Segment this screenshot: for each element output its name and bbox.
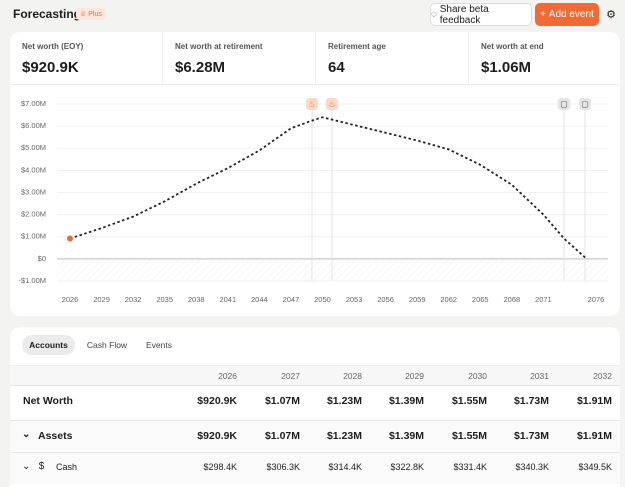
column-header: 2027	[281, 371, 300, 381]
table-cell: $1.55M	[451, 395, 487, 407]
y-tick-label: $7.00M	[21, 99, 46, 108]
line-series	[69, 116, 587, 259]
event-icon: ♨	[308, 100, 315, 109]
y-tick-label: -$1.00M	[18, 276, 46, 285]
y-tick-label: $2.00M	[21, 210, 46, 219]
table-cell: $1.73M	[513, 430, 549, 442]
table-cell: $1.07M	[264, 395, 300, 407]
table-row: ⌄ Assets $920.9K $1.07M $1.23M $1.39M $1.55M $1…	[10, 420, 620, 453]
x-tick-label: 2026	[62, 295, 79, 304]
x-tick-label: 2038	[188, 295, 205, 304]
x-tick-label: 2032	[125, 295, 142, 304]
feedback-text: Share beta feedback	[439, 3, 489, 26]
feedback-button[interactable]: ◌ Share beta feedback	[430, 3, 532, 26]
y-tick-label: $5.00M	[21, 143, 46, 152]
x-tick-label: 2044	[251, 295, 268, 304]
table-cell: $920.9K	[197, 430, 237, 442]
stat: Net worth at retirement $6.28M	[163, 32, 316, 84]
x-tick-label: 2029	[93, 295, 110, 304]
table-cell: $1.39M	[388, 395, 424, 407]
row-toggle: ⌄ $	[22, 461, 45, 472]
y-tick-label: $1.00M	[21, 232, 46, 241]
plus-badge: ♕ Plus	[76, 8, 106, 20]
badge-text: Plus	[88, 11, 102, 18]
x-tick-label: 2065	[472, 295, 489, 304]
table-header: 2026 2027 2028 2029 2030 2031 2032	[10, 365, 620, 386]
tab[interactable]: Cash Flow	[86, 340, 128, 350]
stat-value: $920.9K	[22, 59, 79, 76]
x-tick-label: 2059	[409, 295, 426, 304]
tab[interactable]: Events	[146, 340, 172, 350]
table-cell: $920.9K	[197, 395, 237, 407]
stat-value: $1.06M	[481, 59, 532, 76]
page-title: Forecasting	[13, 7, 82, 21]
x-tick-label: 2071	[535, 295, 552, 304]
x-tick-label: 2076	[588, 295, 605, 304]
y-tick-label: $3.00M	[21, 187, 46, 196]
event-icon: ♨	[328, 100, 335, 109]
stats-divider	[10, 84, 620, 85]
add-event-text: Add event	[548, 9, 594, 20]
y-tick-label: $4.00M	[21, 165, 46, 174]
y-tick-label: $0	[38, 254, 46, 263]
x-tick-label: 2068	[503, 295, 520, 304]
x-tick-label: 2056	[377, 295, 394, 304]
x-tick-label: 2062	[440, 295, 457, 304]
table-cell: $1.55M	[451, 430, 487, 442]
x-tick-label: 2041	[219, 295, 236, 304]
event-icon-bg	[326, 98, 338, 110]
settings-icon[interactable]: ⚙	[606, 9, 616, 21]
stat-label: Net worth at retirement	[175, 42, 263, 51]
chart: -$1.00M $0 $1.00M $2.00M $3.00M $4.00M $5.00M $…	[18, 98, 608, 304]
table-cell: $1.23M	[326, 430, 362, 442]
tab[interactable]: Accounts	[22, 335, 75, 355]
stat-label: Net worth at end	[481, 42, 544, 51]
table-cell: $298.4K	[203, 462, 237, 472]
row-label: Assets	[38, 430, 73, 442]
event-icon-bg	[579, 98, 591, 110]
add-event-button[interactable]: + Add event	[535, 3, 599, 26]
stat-value: 64	[328, 59, 345, 76]
table-cell: $340.3K	[515, 462, 549, 472]
table-row: Net Worth $920.9K $1.07M $1.23M $1.39M $1.55M…	[10, 385, 620, 418]
table-cell: $1.73M	[513, 395, 549, 407]
column-header: 2029	[405, 371, 424, 381]
table-row: ⌄ $ Cash $298.4K $306.3K $314.4K $322.8K $331.…	[10, 452, 620, 484]
x-tick-label: 2053	[346, 295, 363, 304]
event-icon: ▢	[560, 100, 568, 109]
table-cell: $1.07M	[264, 430, 300, 442]
table-cell: $1.23M	[326, 395, 362, 407]
column-header: 2028	[343, 371, 362, 381]
y-tick-label: $6.00M	[21, 121, 46, 130]
table-cell: $1.39M	[388, 430, 424, 442]
start-marker	[67, 235, 73, 242]
x-tick-label: 2035	[156, 295, 173, 304]
column-header: 2026	[218, 371, 237, 381]
row-label: Cash	[56, 462, 78, 472]
event-icon-bg	[558, 98, 570, 110]
event-icon: ▢	[581, 100, 589, 109]
stat-label: Net worth (EOY)	[22, 42, 84, 51]
stat-label: Retirement age	[328, 42, 386, 51]
column-header: 2031	[530, 371, 549, 381]
table-cell: $1.91M	[576, 395, 612, 407]
x-tick-label: 2050	[314, 295, 331, 304]
stat: Retirement age 64	[316, 32, 469, 84]
table-cell: $349.5K	[578, 462, 612, 472]
column-header: 2032	[593, 371, 612, 381]
x-tick-label: 2047	[283, 295, 300, 304]
table-cell: $314.4K	[328, 462, 362, 472]
row-label: Net Worth	[23, 395, 73, 407]
stat: Net worth (EOY) $920.9K	[10, 32, 163, 84]
row-toggle: ⌄	[22, 429, 31, 440]
table-cell: $1.91M	[576, 430, 612, 442]
event-icon-bg	[306, 98, 318, 110]
stat: Net worth at end $1.06M	[469, 32, 622, 84]
stat-value: $6.28M	[175, 59, 226, 76]
table-cell: $322.8K	[390, 462, 424, 472]
table-cell: $306.3K	[266, 462, 300, 472]
column-header: 2030	[468, 371, 487, 381]
table-cell: $331.4K	[453, 462, 487, 472]
